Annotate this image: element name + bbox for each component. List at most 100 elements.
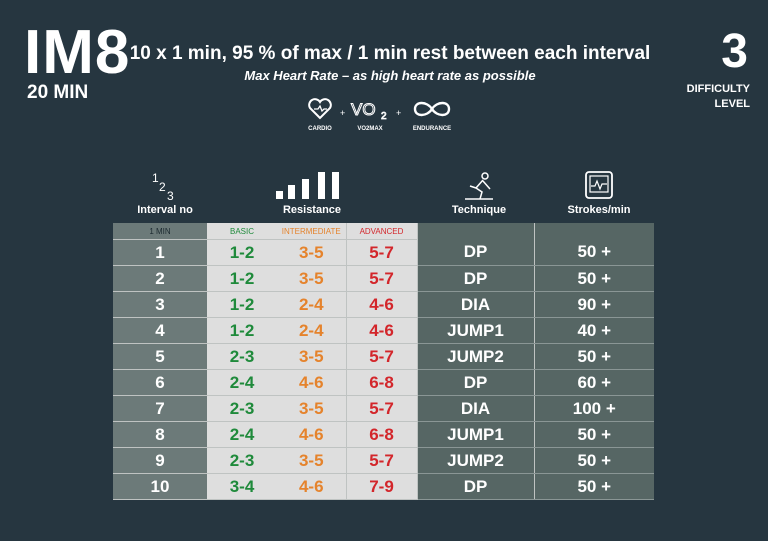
- intermediate-resistance: 3-5: [277, 239, 346, 266]
- header-technique: Technique: [430, 170, 528, 220]
- focus-cardio: CARDIO: [300, 98, 340, 132]
- plus-icon: +: [396, 108, 402, 118]
- subheader-advanced: ADVANCED: [345, 223, 417, 240]
- intermediate-resistance: 4-6: [277, 473, 346, 500]
- interval-label: Interval no: [137, 204, 193, 216]
- subheader-strokes-blank: [533, 223, 654, 240]
- subheader-intermediate: INTERMEDIATE: [277, 223, 346, 240]
- strokes-value: 60 +: [533, 369, 654, 396]
- basic-resistance: 2-3: [207, 395, 277, 422]
- intermediate-resistance: 3-5: [277, 265, 346, 292]
- table-subheader-row: 1 MIN BASIC INTERMEDIATE ADVANCED: [113, 223, 654, 240]
- difficulty-label: DIFFICULTY LEVEL: [660, 82, 750, 112]
- technique-value: DIA: [416, 291, 534, 318]
- intermediate-resistance: 2-4: [277, 317, 346, 344]
- basic-resistance: 2-3: [207, 447, 277, 474]
- interval-number: 2: [113, 265, 207, 292]
- advanced-resistance: 5-7: [345, 265, 417, 292]
- resistance-bars-icon: [276, 172, 339, 199]
- focus-vo2max: VO 2 VO2MAX: [348, 98, 392, 133]
- intermediate-resistance: 4-6: [277, 369, 346, 396]
- interval-number: 5: [113, 343, 207, 370]
- interval-number: 3: [113, 291, 207, 318]
- advanced-resistance: 5-7: [345, 395, 417, 422]
- interval-number: 6: [113, 369, 207, 396]
- workout-duration: 20 MIN: [27, 82, 89, 103]
- advanced-resistance: 6-8: [345, 369, 417, 396]
- table-row: 10 3-4 4-6 7-9 DP 50 +: [113, 473, 654, 500]
- strokes-value: 100 +: [533, 395, 654, 422]
- technique-value: JUMP1: [416, 317, 534, 344]
- difficulty-value: 3: [721, 25, 748, 78]
- strokes-value: 50 +: [533, 343, 654, 370]
- workout-title: 10 x 1 min, 95 % of max / 1 min rest bet…: [129, 43, 651, 64]
- table-row: 1 1-2 3-5 5-7 DP 50 +: [113, 239, 654, 266]
- intermediate-resistance: 3-5: [277, 343, 346, 370]
- advanced-resistance: 4-6: [345, 291, 417, 318]
- technique-value: DIA: [416, 395, 534, 422]
- vo2-icon: VO 2: [351, 100, 388, 123]
- basic-resistance: 2-4: [207, 421, 277, 448]
- strokes-value: 40 +: [533, 317, 654, 344]
- svg-text:1: 1: [152, 171, 159, 185]
- advanced-resistance: 5-7: [345, 343, 417, 370]
- resistance-label: Resistance: [282, 204, 342, 216]
- difficulty-label-line2: LEVEL: [714, 98, 750, 110]
- skier-icon: [465, 172, 493, 200]
- heart-icon: [308, 98, 332, 120]
- interval-table: 1 MIN BASIC INTERMEDIATE ADVANCED 1 1-2 3-…: [113, 223, 654, 500]
- strokes-value: 50 +: [533, 421, 654, 448]
- table-row: 7 2-3 3-5 5-7 DIA 100 +: [113, 395, 654, 422]
- interval-number: 9: [113, 447, 207, 474]
- technique-value: DP: [416, 265, 534, 292]
- difficulty-label-line1: DIFFICULTY: [686, 83, 750, 95]
- technique-value: JUMP2: [416, 447, 534, 474]
- interval-number: 1: [113, 239, 207, 266]
- basic-resistance: 3-4: [207, 473, 277, 500]
- basic-resistance: 1-2: [207, 317, 277, 344]
- technique-value: DP: [416, 473, 534, 500]
- plus-icon: +: [340, 108, 346, 118]
- interval-number: 7: [113, 395, 207, 422]
- interval-number: 10: [113, 473, 207, 500]
- strokes-value: 50 +: [533, 265, 654, 292]
- table-row: 2 1-2 3-5 5-7 DP 50 +: [113, 265, 654, 292]
- strokes-value: 50 +: [533, 473, 654, 500]
- table-row: 9 2-3 3-5 5-7 JUMP2 50 +: [113, 447, 654, 474]
- svg-text:3: 3: [167, 189, 174, 202]
- header-strokes: Strokes/min: [550, 170, 648, 220]
- table-row: 4 1-2 2-4 4-6 JUMP1 40 +: [113, 317, 654, 344]
- focus-endurance: ENDURANCE: [404, 98, 460, 132]
- table-row: 5 2-3 3-5 5-7 JUMP2 50 +: [113, 343, 654, 370]
- technique-value: JUMP2: [416, 343, 534, 370]
- subheader-basic: BASIC: [207, 223, 277, 240]
- basic-resistance: 1-2: [207, 239, 277, 266]
- focus-icons: CARDIO + VO 2 VO2MAX + ENDURANCE: [300, 98, 470, 138]
- table-row: 3 1-2 2-4 4-6 DIA 90 +: [113, 291, 654, 318]
- strokes-value: 50 +: [533, 447, 654, 474]
- technique-value: DP: [416, 369, 534, 396]
- basic-resistance: 1-2: [207, 291, 277, 318]
- interval-number: 8: [113, 421, 207, 448]
- svg-text:VO: VO: [351, 100, 376, 119]
- table-row: 6 2-4 4-6 6-8 DP 60 +: [113, 369, 654, 396]
- interval-number: 4: [113, 317, 207, 344]
- table-row: 8 2-4 4-6 6-8 JUMP1 50 +: [113, 421, 654, 448]
- svg-text:2: 2: [381, 111, 387, 120]
- basic-resistance: 2-3: [207, 343, 277, 370]
- header-interval: 1 2 3 Interval no: [113, 170, 217, 220]
- intermediate-resistance: 3-5: [277, 447, 346, 474]
- basic-resistance: 1-2: [207, 265, 277, 292]
- intermediate-resistance: 3-5: [277, 395, 346, 422]
- advanced-resistance: 5-7: [345, 447, 417, 474]
- header-resistance: Resistance: [255, 170, 369, 220]
- intermediate-resistance: 2-4: [277, 291, 346, 318]
- numbers-123-icon: 1 2 3: [152, 171, 174, 202]
- advanced-resistance: 6-8: [345, 421, 417, 448]
- advanced-resistance: 4-6: [345, 317, 417, 344]
- subheader-duration: 1 MIN: [113, 223, 207, 240]
- advanced-resistance: 7-9: [345, 473, 417, 500]
- workout-code: IM8: [24, 18, 131, 87]
- intermediate-resistance: 4-6: [277, 421, 346, 448]
- advanced-resistance: 5-7: [345, 239, 417, 266]
